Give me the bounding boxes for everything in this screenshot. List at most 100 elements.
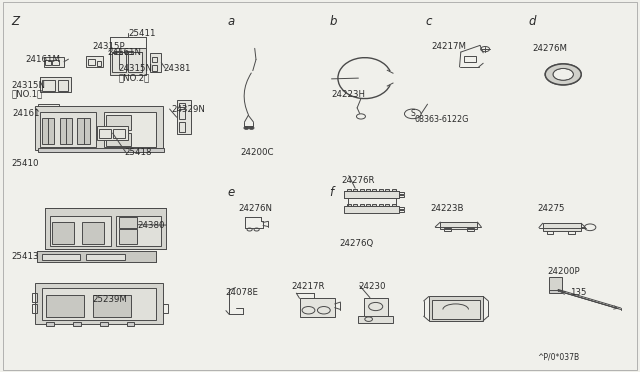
Bar [35, 106, 163, 150]
Text: 24329N: 24329N [172, 105, 205, 114]
Bar [358, 316, 393, 323]
Text: 24161M: 24161M [26, 55, 61, 64]
Bar [40, 112, 96, 147]
Bar [364, 298, 388, 317]
Bar [42, 80, 55, 91]
Text: 24315N: 24315N [118, 64, 152, 73]
Bar [152, 65, 157, 71]
Bar [150, 53, 161, 72]
Text: 〈NO.1〉: 〈NO.1〉 [12, 89, 43, 98]
Bar [37, 251, 156, 262]
Bar [97, 126, 128, 140]
Bar [36, 111, 40, 115]
Text: 24276R: 24276R [342, 176, 375, 185]
Bar [112, 52, 126, 72]
Text: Z: Z [12, 15, 19, 28]
Bar [42, 288, 156, 320]
Text: 24315N: 24315N [12, 81, 45, 90]
Bar [100, 322, 108, 326]
Text: 24315P: 24315P [93, 42, 125, 51]
Text: 24217R: 24217R [292, 282, 325, 291]
Bar [344, 191, 399, 198]
Text: 25410: 25410 [12, 159, 39, 168]
Bar [45, 208, 166, 249]
Bar [568, 231, 575, 234]
Text: e: e [227, 186, 234, 199]
Text: a: a [227, 15, 234, 28]
Bar [385, 189, 389, 191]
Bar [444, 228, 451, 231]
Bar [128, 52, 142, 72]
Bar [429, 296, 483, 321]
Bar [42, 118, 54, 144]
Bar [432, 300, 480, 319]
Bar [152, 57, 157, 62]
Bar [35, 283, 163, 324]
Text: ^P/0*037B: ^P/0*037B [538, 353, 580, 362]
Text: S: S [410, 109, 415, 118]
Bar [366, 204, 370, 206]
Bar [40, 77, 71, 92]
Circle shape [244, 126, 249, 129]
Bar [467, 228, 474, 231]
Bar [38, 148, 164, 152]
Bar [116, 216, 161, 246]
Bar [60, 118, 72, 144]
Text: 24223H: 24223H [332, 90, 365, 99]
Bar [440, 222, 477, 229]
Bar [366, 189, 370, 191]
Text: 24276N: 24276N [238, 204, 272, 213]
Bar [179, 122, 185, 132]
Text: 24276Q: 24276Q [339, 239, 374, 248]
Text: 24217M: 24217M [431, 42, 467, 51]
Bar [372, 189, 376, 191]
Bar [300, 298, 335, 317]
Bar [347, 204, 351, 206]
Bar [360, 204, 364, 206]
Bar [379, 204, 383, 206]
Text: 135: 135 [570, 288, 586, 296]
Text: 24223B: 24223B [430, 204, 463, 213]
Bar [73, 322, 81, 326]
Text: c: c [426, 15, 432, 28]
Bar [52, 222, 74, 244]
Bar [399, 195, 404, 197]
Bar [127, 322, 134, 326]
Bar [547, 231, 553, 234]
Text: 24161: 24161 [13, 109, 40, 118]
Bar [44, 57, 64, 67]
Bar [113, 129, 125, 138]
Text: d: d [528, 15, 536, 28]
Bar [40, 109, 47, 117]
Bar [42, 254, 80, 260]
Bar [114, 51, 122, 54]
Bar [86, 56, 103, 67]
Bar [353, 189, 357, 191]
Bar [385, 204, 389, 206]
Bar [177, 100, 191, 134]
Bar [99, 129, 111, 138]
Bar [32, 304, 37, 313]
Text: 24200C: 24200C [240, 148, 273, 157]
Wedge shape [545, 64, 581, 85]
Bar [45, 60, 51, 65]
Text: 24078E: 24078E [225, 288, 259, 296]
Bar [119, 229, 137, 244]
Bar [399, 207, 404, 209]
Bar [104, 112, 156, 147]
Bar [372, 204, 376, 206]
Bar [344, 206, 399, 213]
Bar [179, 109, 185, 119]
Bar [119, 217, 137, 228]
Bar [360, 189, 364, 191]
Bar [125, 51, 133, 54]
Bar [82, 222, 104, 244]
Bar [392, 189, 396, 191]
Bar [353, 204, 357, 206]
Bar [32, 293, 37, 302]
Text: 24200P: 24200P [548, 267, 580, 276]
Bar [58, 80, 68, 91]
Bar [52, 60, 59, 65]
Bar [86, 254, 125, 260]
Bar [399, 192, 404, 194]
